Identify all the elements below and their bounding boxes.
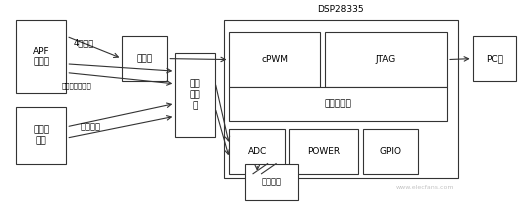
- Text: 电流、电压采样: 电流、电压采样: [62, 82, 92, 89]
- Text: cPWM: cPWM: [261, 55, 288, 64]
- Text: www.elecfans.com: www.elecfans.com: [396, 185, 454, 190]
- FancyBboxPatch shape: [229, 32, 320, 87]
- FancyBboxPatch shape: [363, 129, 418, 174]
- Text: 信号
调理
板: 信号 调理 板: [190, 79, 201, 110]
- FancyBboxPatch shape: [289, 129, 358, 174]
- Text: JTAG: JTAG: [376, 55, 396, 64]
- FancyBboxPatch shape: [473, 36, 516, 81]
- FancyBboxPatch shape: [229, 129, 285, 174]
- FancyBboxPatch shape: [224, 20, 458, 178]
- FancyBboxPatch shape: [325, 32, 447, 87]
- Text: PC机: PC机: [486, 54, 503, 63]
- Text: 电流采样: 电流采样: [80, 122, 100, 131]
- FancyBboxPatch shape: [175, 53, 215, 137]
- FancyBboxPatch shape: [16, 107, 66, 164]
- Text: ADC: ADC: [247, 147, 267, 156]
- Text: 驱动板: 驱动板: [136, 54, 153, 63]
- FancyBboxPatch shape: [229, 87, 447, 121]
- Text: 4路脉冲: 4路脉冲: [74, 38, 94, 47]
- FancyBboxPatch shape: [245, 164, 298, 200]
- Text: APF
主电路: APF 主电路: [33, 46, 49, 67]
- Text: 非线性
负载: 非线性 负载: [33, 125, 49, 145]
- Text: DSP28335: DSP28335: [318, 5, 364, 14]
- FancyBboxPatch shape: [122, 36, 167, 81]
- FancyBboxPatch shape: [16, 20, 66, 93]
- Text: GPIO: GPIO: [380, 147, 401, 156]
- Text: POWER: POWER: [307, 147, 340, 156]
- Text: 开关电源: 开关电源: [262, 177, 282, 186]
- Text: 系统主控板: 系统主控板: [325, 100, 352, 108]
